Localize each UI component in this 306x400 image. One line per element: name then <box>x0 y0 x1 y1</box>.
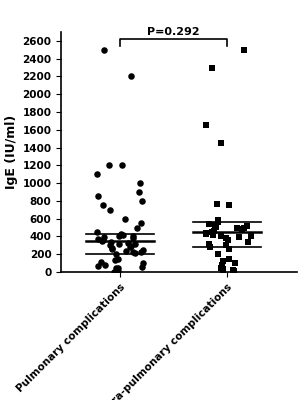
Point <box>132 241 137 248</box>
Point <box>204 122 209 128</box>
Point <box>96 262 101 269</box>
Point <box>235 224 240 231</box>
Point <box>107 206 112 213</box>
Point <box>221 268 226 275</box>
Point <box>209 229 214 235</box>
Point <box>120 232 125 238</box>
Point <box>210 64 215 71</box>
Point <box>98 259 103 266</box>
Point <box>139 198 144 204</box>
Point <box>127 244 132 250</box>
Point <box>218 140 223 146</box>
Point <box>114 267 119 274</box>
Point <box>239 226 244 232</box>
Point <box>94 229 99 235</box>
Point <box>95 236 100 242</box>
Point <box>211 232 215 238</box>
Point <box>231 268 236 274</box>
Point <box>99 238 104 244</box>
Point <box>220 262 225 268</box>
Point <box>134 224 139 231</box>
Point <box>130 235 135 242</box>
Point <box>110 245 114 251</box>
Point <box>226 246 231 252</box>
Point <box>220 266 225 272</box>
Point <box>117 232 122 239</box>
Point <box>109 238 114 245</box>
Point <box>116 240 121 247</box>
Point <box>244 222 249 229</box>
Text: P=0.292: P=0.292 <box>147 27 200 37</box>
Point <box>95 171 100 178</box>
Point <box>213 222 218 228</box>
Point <box>102 234 106 240</box>
Point <box>108 242 113 248</box>
Point <box>110 246 115 252</box>
Point <box>223 235 228 242</box>
Point <box>225 237 230 243</box>
Point <box>139 248 144 255</box>
Point <box>96 193 101 200</box>
Point <box>112 268 117 275</box>
Point <box>136 189 141 195</box>
Point <box>133 250 138 256</box>
Point <box>106 162 111 168</box>
Point <box>119 162 124 168</box>
Point <box>237 234 242 240</box>
Point <box>218 264 223 271</box>
Point <box>223 242 228 248</box>
Point <box>215 219 220 226</box>
Point <box>124 248 129 254</box>
Point <box>220 258 225 264</box>
Point <box>216 217 221 224</box>
Point <box>100 237 105 243</box>
Point <box>113 257 118 264</box>
Point <box>208 244 213 250</box>
Point <box>137 180 142 186</box>
Point <box>101 202 106 208</box>
Point <box>211 228 216 234</box>
Point <box>129 243 133 250</box>
Point <box>203 230 208 237</box>
Point <box>215 251 220 258</box>
Point <box>207 221 211 227</box>
Point <box>241 46 246 53</box>
Point <box>203 230 208 236</box>
Point <box>115 256 120 262</box>
Y-axis label: IgE (IU/ml): IgE (IU/ml) <box>5 115 18 189</box>
Point <box>139 220 144 226</box>
Point <box>226 202 231 208</box>
Point <box>140 246 145 253</box>
Point <box>116 268 121 274</box>
Point <box>129 73 134 80</box>
Point <box>119 230 124 237</box>
Point <box>214 224 218 230</box>
Point <box>233 260 237 266</box>
Point <box>242 225 247 232</box>
Point <box>116 264 121 271</box>
Point <box>101 46 106 53</box>
Point <box>130 249 135 256</box>
Point <box>226 256 231 262</box>
Point <box>206 240 211 247</box>
Point <box>248 232 253 239</box>
Point <box>230 267 235 274</box>
Point <box>141 260 146 266</box>
Point <box>103 262 107 268</box>
Point <box>246 238 251 245</box>
Point <box>140 264 144 270</box>
Point <box>113 251 118 258</box>
Point <box>130 233 135 240</box>
Point <box>126 240 131 246</box>
Point <box>114 265 119 272</box>
Point <box>123 216 128 222</box>
Point <box>214 200 219 207</box>
Point <box>219 233 224 240</box>
